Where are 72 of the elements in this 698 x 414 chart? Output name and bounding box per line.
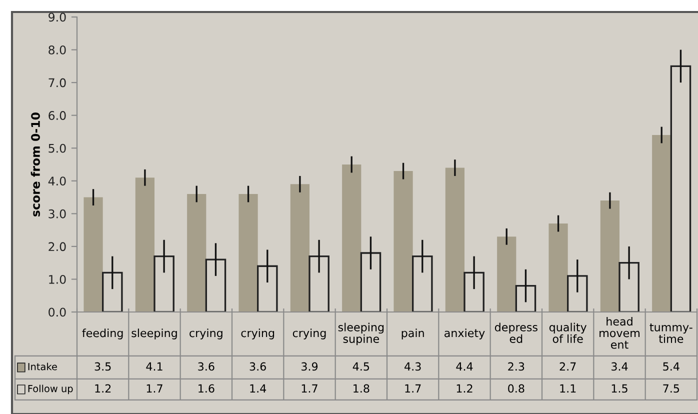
y-tick-label: 0.0 bbox=[48, 308, 66, 317]
bar bbox=[412, 255, 433, 312]
y-tick-label: 7.0 bbox=[48, 78, 66, 88]
bar bbox=[394, 171, 413, 312]
data-label: 0.8 bbox=[508, 384, 524, 393]
data-label: 3.4 bbox=[612, 362, 628, 371]
data-label: 4.1 bbox=[146, 362, 162, 371]
data-label: 3.9 bbox=[302, 362, 318, 371]
data-label: 5.4 bbox=[663, 362, 680, 371]
x-tick-label: depress ed bbox=[494, 322, 538, 343]
data-label: 7.5 bbox=[663, 384, 680, 393]
x-tick-label: crying bbox=[292, 328, 326, 340]
data-label: 1.7 bbox=[146, 384, 162, 393]
data-label: 1.1 bbox=[560, 384, 576, 393]
x-tick-label: quality of life bbox=[549, 322, 587, 343]
data-label: 3.6 bbox=[198, 362, 214, 371]
data-label: 1.5 bbox=[612, 384, 628, 393]
x-tick-label: anxiety bbox=[444, 328, 485, 340]
legend-label: Intake bbox=[28, 362, 57, 370]
x-tick-label: sleeping bbox=[132, 328, 177, 340]
x-tick-label: crying bbox=[241, 328, 274, 340]
legend-label: Follow up bbox=[28, 384, 73, 394]
data-label: 3.5 bbox=[94, 362, 111, 371]
bar bbox=[618, 262, 640, 312]
data-label: 1.7 bbox=[302, 384, 318, 393]
y-tick-label: 6.0 bbox=[48, 111, 66, 120]
data-label: 2.3 bbox=[508, 362, 524, 371]
bar bbox=[257, 265, 278, 312]
bar bbox=[600, 200, 620, 312]
y-tick-label: 4.0 bbox=[48, 176, 66, 186]
data-label: 1.7 bbox=[405, 384, 421, 393]
bar bbox=[497, 236, 516, 312]
data-label: 4.4 bbox=[456, 362, 473, 371]
x-tick-label: tummy- time bbox=[650, 323, 692, 343]
bar bbox=[342, 164, 362, 312]
data-label: 1.2 bbox=[456, 384, 472, 393]
data-label: 2.7 bbox=[560, 362, 576, 371]
bar bbox=[102, 272, 123, 312]
data-label: 4.3 bbox=[404, 362, 421, 371]
y-tick-label: 9.0 bbox=[48, 12, 66, 22]
bar bbox=[308, 255, 330, 312]
bar bbox=[515, 284, 536, 312]
y-tick-label: 2.0 bbox=[48, 242, 66, 252]
y-tick-label: 8.0 bbox=[48, 46, 66, 54]
bar bbox=[135, 178, 154, 312]
x-tick-label: feeding bbox=[82, 328, 123, 340]
bar bbox=[290, 184, 310, 312]
data-label: 3.6 bbox=[250, 362, 266, 371]
bar bbox=[187, 194, 206, 312]
x-tick-label: crying bbox=[190, 328, 222, 340]
y-tick-label: 5.0 bbox=[48, 144, 66, 153]
bar bbox=[567, 275, 588, 312]
bar bbox=[445, 168, 464, 312]
bar bbox=[154, 255, 174, 312]
data-label: 1.8 bbox=[354, 384, 370, 393]
bar bbox=[205, 258, 226, 312]
bar bbox=[548, 224, 568, 312]
x-tick-label: head movem ent bbox=[600, 317, 640, 349]
data-label: 4.5 bbox=[352, 362, 370, 371]
bar bbox=[652, 135, 672, 312]
data-label: 1.2 bbox=[95, 384, 111, 393]
bar bbox=[464, 272, 484, 312]
y-axis-title: score from 0-10 bbox=[30, 112, 40, 216]
bar bbox=[360, 252, 382, 312]
y-tick-label: 3.0 bbox=[48, 209, 66, 218]
x-tick-label: sleeping supine bbox=[338, 322, 384, 346]
x-tick-label: pain bbox=[402, 328, 424, 340]
bar bbox=[84, 197, 103, 312]
data-label: 1.4 bbox=[250, 384, 266, 393]
data-label: 1.6 bbox=[198, 384, 214, 393]
y-tick-label: 1.0 bbox=[49, 274, 66, 284]
bar bbox=[238, 194, 258, 312]
